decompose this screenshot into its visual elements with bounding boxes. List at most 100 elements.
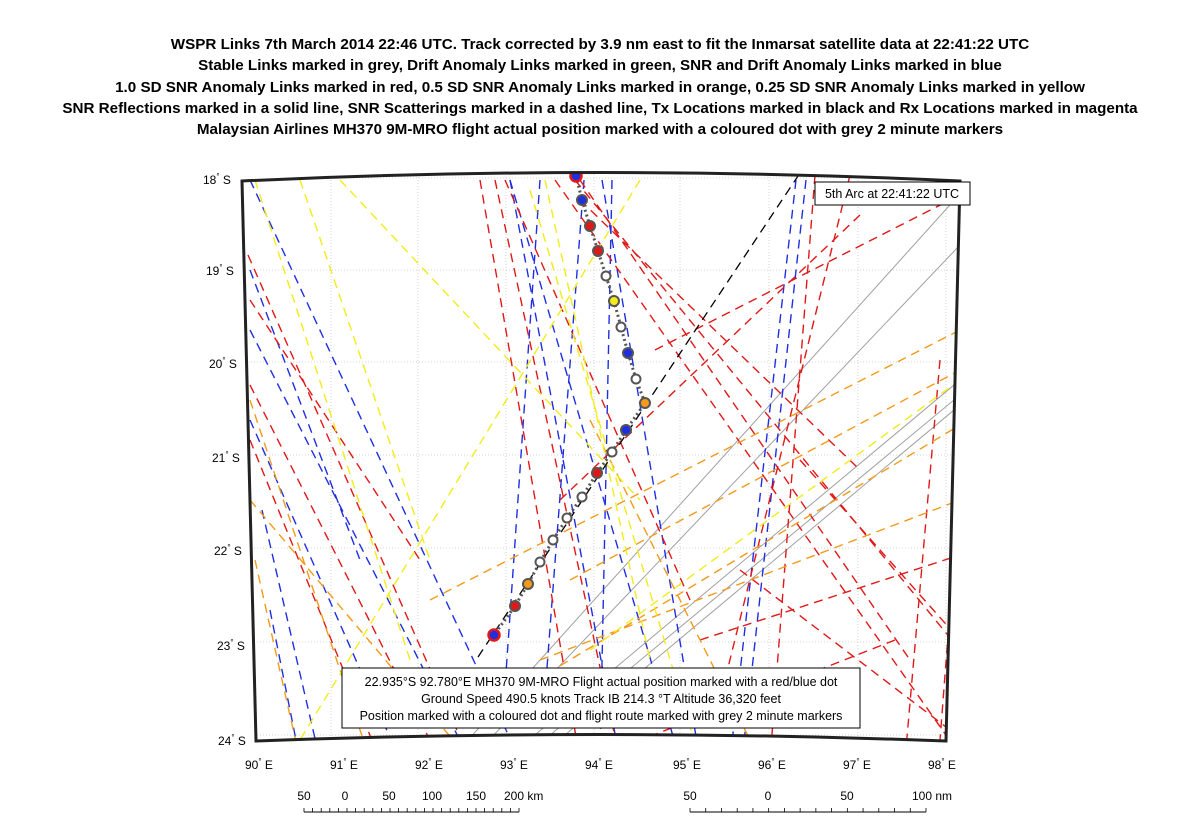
- lat-label-19: 19° S: [206, 263, 234, 278]
- track-marker-grey: [547, 534, 559, 546]
- scale-km-ticks: [303, 808, 520, 812]
- fifth-arc-line: [477, 172, 803, 658]
- flight-route: [492, 175, 647, 636]
- track-markers: [487, 172, 651, 642]
- wspr-link-sd10: [579, 199, 861, 471]
- track-marker-grey: [561, 512, 573, 524]
- track-marker-orange: [522, 578, 534, 590]
- scale-bar-km: 50 0 50 100 150 200 km: [297, 789, 543, 813]
- title-line-3: 1.0 SD SNR Anomaly Links marked in red, …: [115, 78, 1085, 96]
- scale-km-100: 100: [422, 789, 442, 803]
- wspr-link-snr_drift: [729, 179, 797, 741]
- info-line-position: 22.935°S 92.780°E MH370 9M-MRO Flight ac…: [365, 675, 838, 689]
- track-marker-orange: [639, 397, 651, 409]
- track-marker-grey: [534, 556, 546, 568]
- wspr-link-snr_drift: [249, 269, 361, 561]
- wspr-link-sd10: [504, 179, 691, 601]
- info-line-route: Position marked with a coloured dot and …: [360, 709, 843, 723]
- wspr-link-stable: [449, 195, 959, 741]
- lat-label-22: 22° S: [214, 543, 242, 558]
- lat-label-23: 23° S: [217, 638, 245, 653]
- scale-km-50: 50: [382, 789, 396, 803]
- wspr-link-sd10: [769, 174, 816, 741]
- wspr-link-sd025: [544, 179, 651, 661]
- scale-nm-100: 100 nm: [912, 789, 952, 803]
- lon-label-94: 94° E: [585, 757, 613, 772]
- wspr-link-snr_drift: [539, 179, 585, 741]
- chart-title: WSPR Links 7th March 2014 22:46 UTC. Tra…: [0, 34, 1200, 140]
- scale-nm-0: 0: [765, 789, 772, 803]
- wspr-link-snr_drift: [249, 179, 521, 741]
- wspr-link-sd05: [254, 559, 301, 741]
- lon-label-98: 98° E: [928, 757, 956, 772]
- track-marker-blue: [620, 424, 632, 436]
- wspr-link-sd025: [299, 179, 431, 561]
- wspr-link-sd10: [939, 479, 960, 741]
- wspr-link-sd025: [299, 179, 641, 741]
- track-marker-red: [592, 245, 604, 257]
- graticule: [242, 174, 960, 741]
- track-marker-yellow: [608, 295, 620, 307]
- lon-label-91: 91° E: [330, 757, 358, 772]
- track-marker-red: [584, 220, 596, 232]
- wspr-link-sd10: [574, 179, 960, 651]
- wspr-link-snr_drift: [499, 179, 541, 741]
- lon-label-97: 97° E: [843, 757, 871, 772]
- map-frame: [240, 171, 962, 743]
- title-line-2: Stable Links marked in grey, Drift Anoma…: [198, 57, 1002, 75]
- wspr-link-sd025: [589, 379, 960, 651]
- info-line-speed: Ground Speed 490.5 knots Track IB 214.3 …: [421, 692, 781, 706]
- track-marker-grey: [630, 373, 642, 385]
- flight-info-box: 22.935°S 92.780°E MH370 9M-MRO Flight ac…: [341, 667, 861, 729]
- track-marker-grey: [615, 321, 627, 333]
- wspr-link-sd05: [249, 499, 471, 741]
- scale-nm-50: 50: [840, 789, 854, 803]
- latitude-labels: 18° S 19° S 20° S 21° S 22° S 23° S 24° …: [203, 172, 246, 748]
- lat-label-20: 20° S: [209, 356, 237, 371]
- scale-km-200: 200 km: [504, 789, 543, 803]
- wspr-link-sd10: [699, 554, 960, 641]
- wspr-link-sd10: [579, 179, 911, 661]
- wspr-link-snr_drift: [261, 509, 321, 741]
- track-marker-blue: [622, 347, 634, 359]
- track-marker-grey: [576, 491, 588, 503]
- wspr-link-snr_drift: [269, 609, 301, 741]
- wspr-link-sd10: [799, 459, 960, 641]
- track-marker-red: [509, 600, 521, 612]
- lon-label-92: 92° E: [415, 757, 443, 772]
- lon-label-96: 96° E: [758, 757, 786, 772]
- track-marker-grey: [606, 446, 618, 458]
- wspr-link-sd10: [554, 179, 960, 741]
- lon-label-95: 95° E: [673, 757, 701, 772]
- wspr-link-sd10: [494, 179, 621, 741]
- title-line-5: Malaysian Airlines MH370 9M-MRO flight a…: [196, 121, 1004, 139]
- wspr-link-sd10: [719, 174, 851, 701]
- wspr-link-sd025: [339, 179, 641, 501]
- wspr-link-sd025: [529, 189, 701, 741]
- scale-km-0: 0: [342, 789, 349, 803]
- wspr-link-sd025: [254, 179, 411, 661]
- wspr-link-sd10: [479, 179, 581, 741]
- scale-km-150: 150: [466, 789, 486, 803]
- wspr-link-snr_drift: [509, 179, 621, 741]
- wspr-link-sd05: [569, 369, 960, 581]
- wspr-link-sd10: [247, 254, 471, 741]
- scale-bar-nm: 50 0 50 100 nm: [683, 789, 952, 813]
- track-marker-red: [591, 467, 603, 479]
- scale-km-50w: 50: [297, 789, 311, 803]
- title-line-1: WSPR Links 7th March 2014 22:46 UTC. Tra…: [170, 36, 1030, 53]
- lat-label-21: 21° S: [212, 450, 240, 465]
- wspr-link-snr_drift: [249, 329, 471, 741]
- lat-label-18: 18° S: [203, 172, 231, 187]
- lon-label-90: 90° E: [245, 757, 273, 772]
- arc-label-text: 5th Arc at 22:41:22 UTC: [825, 187, 959, 201]
- track-marker-blue: [576, 194, 588, 206]
- wspr-link-sd10: [559, 214, 861, 501]
- longitude-labels: 90° E 91° E 92° E 93° E 94° E 95° E 96° …: [245, 757, 956, 772]
- track-marker-position: [487, 628, 501, 642]
- wspr-link-sd10: [904, 359, 941, 741]
- wspr-link-snr_drift: [601, 179, 701, 741]
- wspr-link-sd05: [429, 329, 960, 601]
- scale-nm-ticks: [689, 808, 927, 812]
